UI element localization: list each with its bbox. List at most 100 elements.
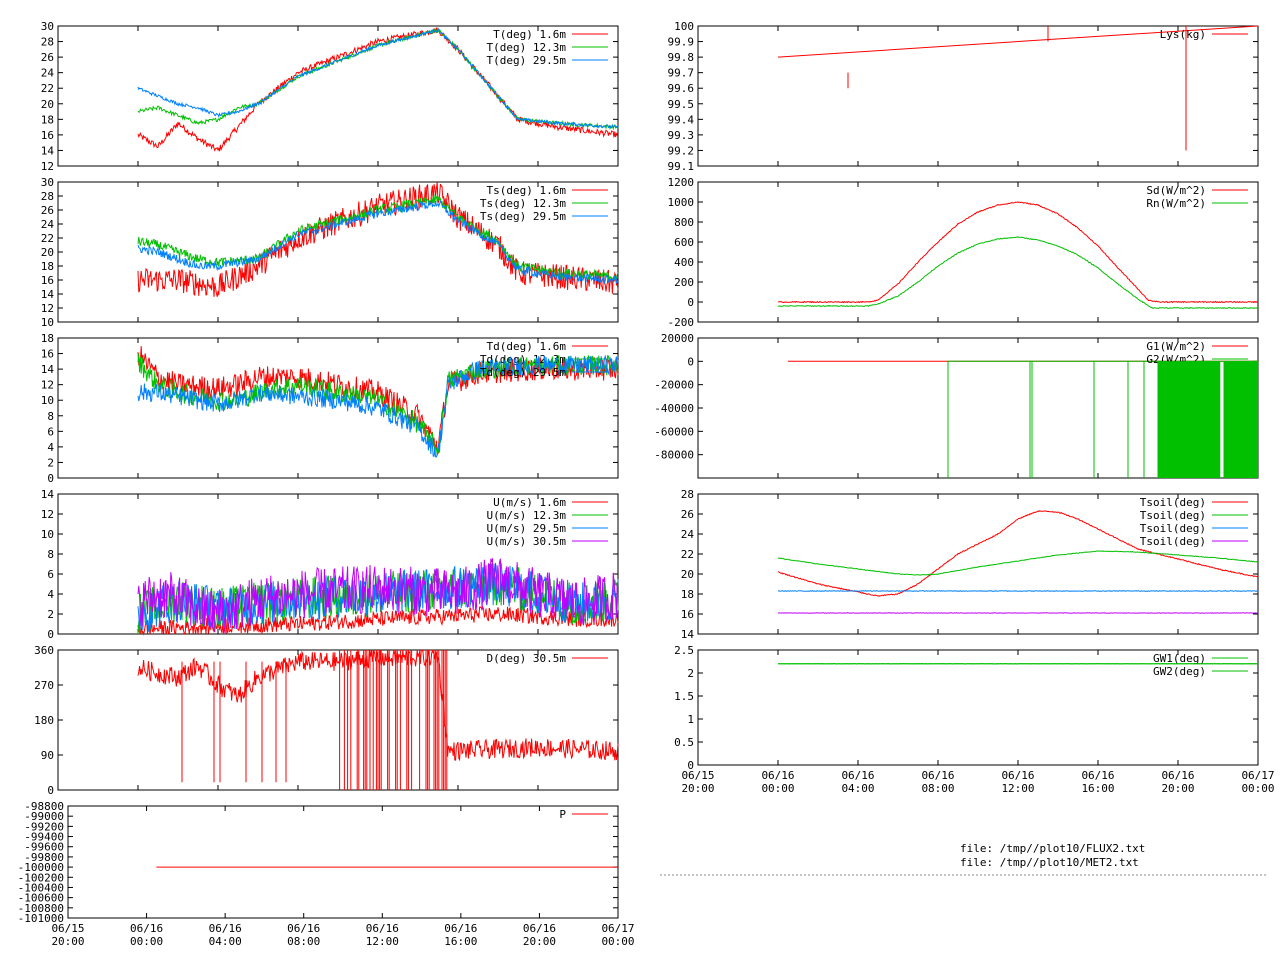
x-tick-label-time: 12:00 bbox=[366, 935, 399, 948]
x-tick-label-time: 08:00 bbox=[921, 782, 954, 795]
y-tick-label: 12 bbox=[41, 160, 54, 173]
file-label-flux: file: /tmp//plot10/FLUX2.txt bbox=[960, 842, 1146, 855]
x-tick-label-time: 20:00 bbox=[51, 935, 84, 948]
y-tick-label: 2.5 bbox=[674, 644, 694, 657]
legend-label: T(deg) 29.5m bbox=[487, 54, 567, 67]
series-line-Sd-0 bbox=[777, 201, 1259, 304]
x-tick-label-date: 06/16 bbox=[444, 922, 477, 935]
panel-frame-U bbox=[57, 493, 619, 635]
y-tick-label: 16 bbox=[41, 274, 54, 287]
y-tick-label: 1200 bbox=[668, 176, 695, 189]
y-tick-label: 4 bbox=[47, 441, 54, 454]
y-tick-label: 22 bbox=[41, 82, 54, 95]
x-tick-label-date: 06/16 bbox=[287, 922, 320, 935]
y-tick-label: 26 bbox=[41, 204, 54, 217]
x-tick-label-date: 06/15 bbox=[681, 769, 714, 782]
y-tick-label: 180 bbox=[34, 714, 54, 727]
legend-label: T(deg) 1.6m bbox=[493, 28, 566, 41]
y-tick-label: -40000 bbox=[654, 402, 694, 415]
y-tick-label: 14 bbox=[681, 628, 695, 641]
x-tick-label-date: 06/17 bbox=[1241, 769, 1274, 782]
y-tick-label: 8 bbox=[47, 548, 54, 561]
series-line-U-2 bbox=[137, 563, 619, 632]
series-line-Td-2 bbox=[137, 354, 619, 458]
y-tick-label: 6 bbox=[47, 568, 54, 581]
y-tick-label: 26 bbox=[41, 51, 54, 64]
y-tick-label: -101000 bbox=[18, 912, 64, 925]
y-tick-label: 18 bbox=[681, 588, 694, 601]
y-tick-label: -100000 bbox=[18, 861, 64, 874]
y-tick-label: 1.5 bbox=[674, 690, 694, 703]
y-tick-label: 14 bbox=[41, 144, 55, 157]
x-tick-label-date: 06/15 bbox=[51, 922, 84, 935]
legend-label: Tsoil(deg) bbox=[1140, 509, 1206, 522]
y-tick-label: 200 bbox=[674, 276, 694, 289]
y-tick-label: 18 bbox=[41, 113, 54, 126]
y-tick-label: 99.9 bbox=[668, 36, 695, 49]
y-tick-label: -99600 bbox=[24, 841, 64, 854]
y-tick-label: 10 bbox=[41, 394, 54, 407]
panel-frame-Td bbox=[57, 337, 619, 479]
y-tick-label: 14 bbox=[41, 488, 55, 501]
legend-label: Lys(kg) bbox=[1160, 28, 1206, 41]
y-tick-label: 400 bbox=[674, 256, 694, 269]
y-tick-label: 12 bbox=[41, 379, 54, 392]
y-tick-label: -100800 bbox=[18, 902, 64, 915]
y-tick-label: -99200 bbox=[24, 820, 64, 833]
y-tick-label: 270 bbox=[34, 679, 54, 692]
y-tick-label: 10 bbox=[41, 316, 54, 329]
y-tick-label: -200 bbox=[668, 316, 695, 329]
y-tick-label: -99800 bbox=[24, 851, 64, 864]
y-tick-label: 16 bbox=[681, 608, 694, 621]
y-tick-label: 12 bbox=[41, 508, 54, 521]
x-tick-label-time: 12:00 bbox=[1001, 782, 1034, 795]
legend-label: T(deg) 12.3m bbox=[487, 41, 567, 54]
legend-label: Tsoil(deg) bbox=[1140, 522, 1206, 535]
legend-label: GW2(deg) bbox=[1153, 665, 1206, 678]
y-tick-label: 28 bbox=[681, 488, 694, 501]
legend-label: U(m/s) 1.6m bbox=[493, 496, 566, 509]
panel-frame-T bbox=[57, 25, 619, 167]
y-tick-label: 24 bbox=[681, 528, 695, 541]
x-tick-label-time: 16:00 bbox=[444, 935, 477, 948]
y-tick-label: 800 bbox=[674, 216, 694, 229]
y-tick-label: -20000 bbox=[654, 379, 694, 392]
y-tick-label: 20 bbox=[681, 568, 694, 581]
series-line-U-3 bbox=[137, 558, 619, 635]
x-tick-label-time: 00:00 bbox=[130, 935, 163, 948]
x-tick-label-date: 06/17 bbox=[601, 922, 634, 935]
x-tick-label-time: 16:00 bbox=[1081, 782, 1114, 795]
panel-frame-P bbox=[67, 805, 619, 919]
y-tick-label: 99.3 bbox=[668, 129, 695, 142]
x-tick-label-date: 06/16 bbox=[1161, 769, 1194, 782]
x-tick-label-date: 06/16 bbox=[130, 922, 163, 935]
series-line-Td-0 bbox=[137, 346, 619, 457]
y-tick-label: 14 bbox=[41, 288, 55, 301]
y-tick-label: -100600 bbox=[18, 892, 64, 905]
legend-label: Td(deg) 1.6m bbox=[487, 340, 567, 353]
y-tick-label: 28 bbox=[41, 36, 54, 49]
y-tick-label: 12 bbox=[41, 302, 54, 315]
x-tick-label-date: 06/16 bbox=[1001, 769, 1034, 782]
y-tick-label: 22 bbox=[681, 548, 694, 561]
y-tick-label: 1000 bbox=[668, 196, 695, 209]
y-tick-label: 100 bbox=[674, 20, 694, 33]
y-tick-label: 99.7 bbox=[668, 67, 695, 80]
y-tick-label: -100200 bbox=[18, 871, 64, 884]
y-tick-label: -60000 bbox=[654, 425, 694, 438]
legend-label: U(m/s) 30.5m bbox=[487, 535, 567, 548]
y-tick-label: 99.6 bbox=[668, 82, 695, 95]
panel-frame-GW bbox=[697, 649, 1259, 766]
y-tick-label: -100400 bbox=[18, 881, 64, 894]
legend-label: P bbox=[559, 808, 566, 821]
y-tick-label: 20 bbox=[41, 98, 54, 111]
y-tick-label: 99.5 bbox=[668, 98, 695, 111]
y-tick-label: 99.1 bbox=[668, 160, 695, 173]
legend-label: Ts(deg) 29.5m bbox=[480, 210, 566, 223]
x-tick-label-time: 08:00 bbox=[287, 935, 320, 948]
x-tick-label-date: 06/16 bbox=[209, 922, 242, 935]
y-tick-label: 8 bbox=[47, 410, 54, 423]
x-tick-label-time: 04:00 bbox=[209, 935, 242, 948]
panel-frame-Sd bbox=[697, 181, 1259, 323]
